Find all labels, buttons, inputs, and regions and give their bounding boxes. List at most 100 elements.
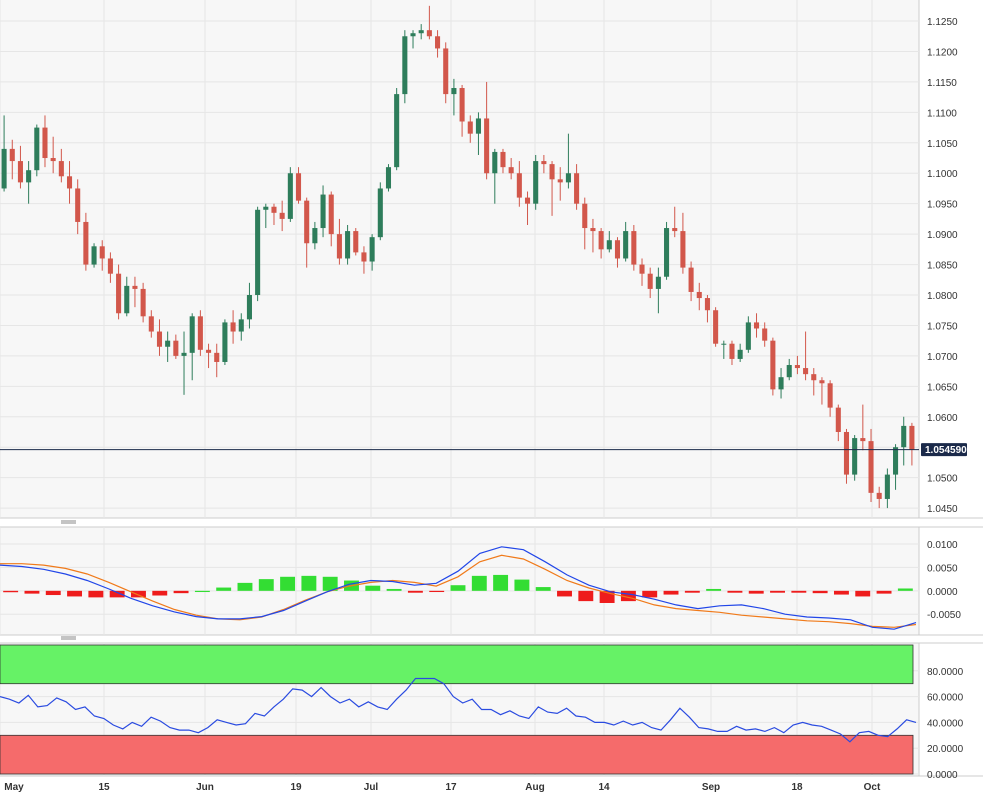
- candle-body: [295, 173, 302, 201]
- candle-body: [156, 331, 163, 347]
- candle: [819, 377, 825, 405]
- candle-body: [263, 206, 269, 210]
- macd-histogram-bar: [514, 579, 530, 591]
- candle: [590, 218, 596, 253]
- candle-body: [860, 438, 866, 442]
- macd-histogram-bar: [706, 588, 722, 591]
- candle-body: [541, 161, 547, 165]
- rsi-y-tick: 80.0000: [927, 667, 964, 678]
- candle: [377, 182, 383, 241]
- candle-body: [492, 151, 498, 174]
- price-y-tick: 1.1100: [927, 108, 957, 119]
- candle-body: [369, 237, 375, 262]
- candle-body: [410, 33, 416, 37]
- candle: [893, 444, 899, 490]
- last-price-label: 1.054590: [925, 445, 967, 456]
- candle-body: [287, 173, 293, 219]
- candle-body: [181, 352, 187, 356]
- candle-body: [688, 267, 694, 292]
- candle: [140, 282, 146, 323]
- macd-histogram-bar: [24, 590, 40, 594]
- candle: [500, 148, 506, 174]
- candle: [794, 355, 800, 375]
- candle-body: [42, 127, 48, 159]
- candle: [533, 154, 539, 210]
- candle: [91, 243, 97, 268]
- macd-histogram-bar: [642, 590, 658, 598]
- x-tick-label: Jul: [364, 782, 379, 793]
- candle-body: [9, 148, 15, 162]
- macd-histogram-bar: [3, 590, 19, 593]
- candle: [336, 218, 342, 265]
- candle-body: [75, 188, 81, 222]
- price-y-tick: 1.1000: [927, 169, 958, 180]
- candle: [704, 295, 710, 323]
- candle: [394, 88, 400, 171]
- candle-body: [533, 161, 539, 204]
- candle-body: [508, 167, 514, 174]
- candle: [672, 206, 678, 238]
- candle: [582, 197, 588, 250]
- candle-body: [58, 161, 64, 177]
- candle-body: [320, 194, 326, 229]
- candle-body: [672, 228, 678, 232]
- grid: [0, 0, 919, 776]
- candle-body: [99, 246, 105, 259]
- price-y-tick: 1.0500: [927, 474, 958, 485]
- candle: [909, 422, 915, 466]
- macd-resize-handle[interactable]: [61, 520, 76, 524]
- candle: [557, 167, 563, 201]
- candle-body: [598, 231, 604, 250]
- candle: [255, 206, 261, 302]
- candle-body: [524, 197, 531, 204]
- candle: [426, 5, 432, 40]
- candle: [214, 343, 220, 378]
- candle-body: [467, 121, 473, 134]
- macd-histogram-bar: [557, 590, 572, 597]
- macd-histogram-bar: [429, 590, 445, 593]
- macd-histogram-bar: [386, 588, 402, 591]
- rsi-zones: [0, 644, 914, 775]
- candle: [713, 307, 719, 347]
- price-y-tick: 1.0750: [927, 321, 958, 332]
- candle-body: [876, 492, 882, 499]
- candle-body: [843, 431, 850, 475]
- candle-body: [852, 438, 858, 475]
- rsi-resize-handle[interactable]: [61, 636, 76, 640]
- candle: [631, 224, 637, 271]
- candle-body: [451, 88, 457, 95]
- candle: [516, 161, 522, 207]
- macd-histogram-bar: [897, 588, 913, 591]
- candle-body: [884, 474, 890, 499]
- candle-body: [623, 231, 629, 259]
- candle: [753, 313, 760, 338]
- rsi-line: [0, 677, 917, 743]
- x-tick-label: May: [4, 782, 24, 793]
- candle-body: [377, 188, 383, 238]
- candle: [385, 164, 392, 192]
- candle: [107, 252, 113, 283]
- price-y-tick: 1.0650: [927, 382, 958, 393]
- candle: [369, 234, 375, 271]
- x-tick-label: 15: [98, 782, 110, 793]
- candle-body: [835, 407, 841, 432]
- candle-body: [165, 340, 171, 347]
- candle: [124, 276, 130, 317]
- macd-histogram-bar: [812, 590, 828, 594]
- candle: [729, 340, 735, 366]
- candle-body: [140, 288, 146, 317]
- candle: [843, 428, 850, 484]
- candle: [156, 319, 163, 356]
- macd-histogram-bar: [322, 576, 338, 591]
- candle: [345, 224, 351, 265]
- candle: [165, 331, 171, 362]
- candle-body: [394, 94, 400, 168]
- candle-body: [770, 340, 776, 390]
- x-tick-label: Aug: [525, 782, 544, 793]
- last-price-marker: 1.054590: [0, 443, 967, 457]
- candle: [206, 343, 212, 369]
- candle-body: [312, 228, 318, 244]
- last-price-box: [921, 443, 967, 457]
- y-axis-ticks: 1.1250 1.1200 1.1150 1.1100 1.1050 1.1000 1.09…: [927, 17, 964, 781]
- macd-histogram-bar: [876, 590, 892, 594]
